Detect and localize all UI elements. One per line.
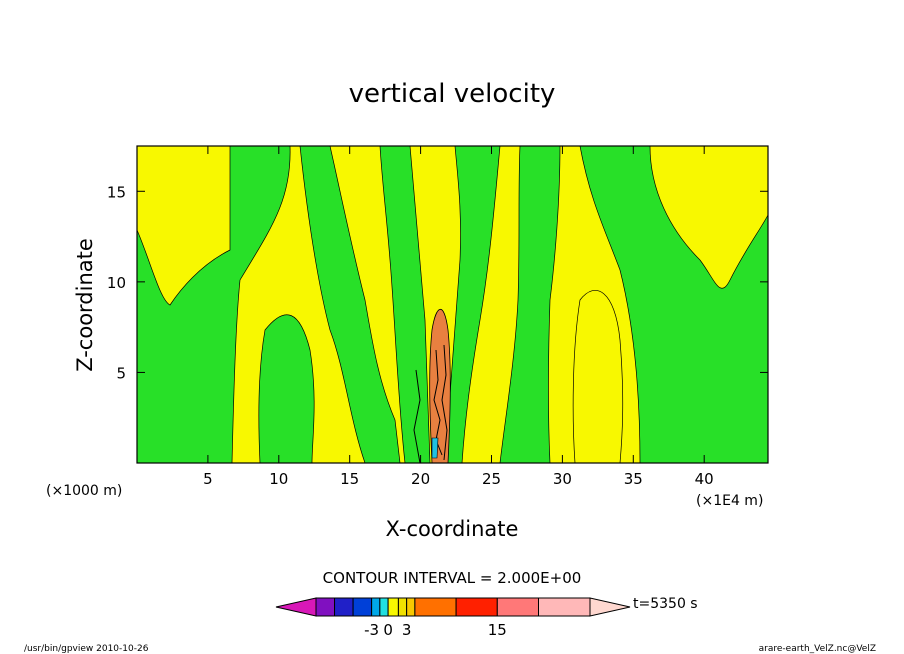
green-band-left [137, 146, 291, 463]
colorbar-swatch [387, 597, 399, 617]
colorbar-swatch [352, 597, 373, 617]
x-tick-label: 5 [203, 470, 213, 488]
plot-frame [136, 145, 769, 464]
x-unit-left: (×1000 m) [46, 483, 122, 499]
colorbar-swatch [496, 597, 539, 617]
colorbar-tick-label: 15 [488, 621, 507, 639]
colorbar-arrow-left [275, 597, 317, 617]
colorbar-swatch [537, 597, 591, 617]
footer-right: arare-earth_VelZ.nc@VelZ [759, 644, 876, 654]
colorbar-swatch [406, 597, 416, 617]
green-band-left-center [258, 314, 315, 463]
x-axis-label: X-coordinate [386, 517, 519, 541]
colorbar-swatch [334, 597, 354, 617]
colorbar-tick-label: -3 [364, 621, 379, 639]
time-label: t=5350 s [633, 596, 698, 612]
x-tick-label: 30 [553, 470, 572, 488]
colorbar-swatch [414, 597, 457, 617]
colorbar-swatch [379, 597, 389, 617]
green-band-right [579, 146, 768, 463]
y-tick-label: 15 [107, 183, 126, 201]
colorbar-swatch [371, 597, 381, 617]
green-band-mid-left [299, 146, 401, 463]
colorbar-swatch [455, 597, 498, 617]
colorbar-tick-label: 3 [402, 621, 412, 639]
x-tick-label: 40 [695, 470, 714, 488]
contour-interval-text: CONTOUR INTERVAL = 2.000E+00 [323, 569, 582, 587]
chart-title: vertical velocity [349, 79, 556, 109]
downdraft-blue [431, 437, 439, 459]
contour-field [137, 146, 768, 463]
x-tick-label: 35 [624, 470, 643, 488]
colorbar-tick-label: 0 [383, 621, 393, 639]
x-axis: 5 10 15 20 25 30 35 40 [203, 146, 714, 488]
colorbar-swatch [397, 597, 408, 617]
colorbar [275, 597, 631, 617]
x-tick-label: 15 [340, 470, 359, 488]
yellow-band-right [572, 290, 624, 463]
green-band-right-center [499, 146, 561, 463]
y-axis: 5 10 15 [107, 183, 768, 382]
x-tick-label: 20 [411, 470, 430, 488]
x-unit-right: (×1E4 m) [696, 493, 763, 509]
colorbar-ticks: -3 0 3 15 [364, 621, 507, 639]
colorbar-swatch [315, 597, 336, 617]
updraft-core-orange [429, 309, 451, 463]
x-tick-label: 25 [482, 470, 501, 488]
x-tick-label: 10 [269, 470, 288, 488]
footer-left: /usr/bin/gpview 2010-10-26 [24, 644, 149, 654]
colorbar-arrow-right [589, 597, 631, 617]
y-tick-label: 10 [107, 274, 126, 292]
y-tick-label: 5 [116, 364, 126, 382]
y-axis-label: Z-coordinate [73, 238, 97, 372]
